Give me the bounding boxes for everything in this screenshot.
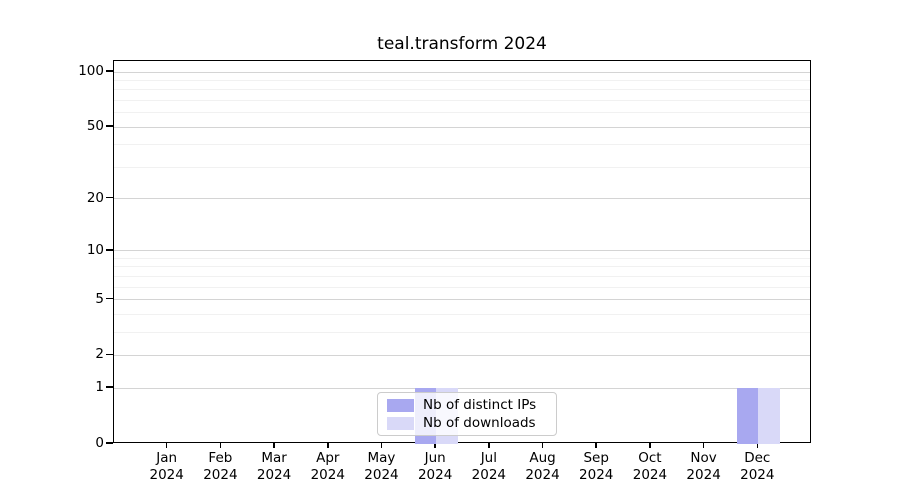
gridline-minor (114, 257, 810, 259)
x-tick-mark (756, 443, 759, 448)
y-tick-mark (106, 353, 113, 356)
y-tick-mark (106, 70, 113, 72)
gridline-major (114, 126, 810, 128)
legend-item: Nb of distinct IPs (387, 397, 547, 413)
y-tick-label: 0 (95, 435, 104, 451)
x-tick-label: Jan 2024 (149, 450, 184, 483)
x-tick-mark (380, 443, 383, 448)
x-tick-label: Aug 2024 (525, 450, 560, 483)
gridline-major (114, 354, 810, 356)
y-tick-label: 50 (86, 118, 104, 135)
y-tick-label: 100 (78, 63, 104, 80)
y-tick-mark (106, 386, 113, 388)
gridline-minor (114, 266, 810, 268)
x-tick-label: Jul 2024 (471, 450, 507, 483)
legend-swatch-distinct-ips (387, 398, 414, 412)
gridline-minor (114, 144, 810, 146)
x-tick-label: Feb 2024 (203, 450, 238, 483)
x-tick-label: Dec 2024 (740, 450, 775, 483)
x-tick-mark (327, 443, 329, 448)
gridline-minor (114, 313, 810, 315)
gridline-minor (114, 166, 810, 168)
y-tick-label: 10 (86, 241, 104, 258)
gridline-minor (114, 275, 810, 277)
gridline-major (114, 387, 810, 389)
x-tick-label: Mar 2024 (256, 450, 292, 483)
y-tick-mark (106, 125, 113, 127)
y-tick-mark (106, 297, 113, 300)
chart-title: teal.transform 2024 (377, 34, 547, 54)
legend: Nb of distinct IPs Nb of downloads (377, 392, 557, 436)
x-tick-mark (434, 443, 436, 448)
bar-downloads (758, 388, 780, 444)
gridline-minor (114, 89, 810, 91)
x-tick-mark (488, 443, 490, 448)
x-tick-label: Sep 2024 (579, 450, 614, 483)
y-tick-label: 2 (95, 346, 104, 363)
legend-label-distinct-ips: Nb of distinct IPs (423, 397, 537, 413)
x-tick-label: Jun 2024 (417, 450, 453, 483)
y-tick-mark (106, 442, 113, 444)
x-tick-mark (219, 443, 222, 448)
x-tick-mark (273, 443, 275, 448)
bar-distinct-ips (736, 388, 759, 444)
y-tick-label: 20 (86, 189, 104, 206)
x-tick-mark (595, 443, 597, 448)
gridline-minor (114, 80, 810, 82)
gridline-minor (114, 331, 810, 333)
x-tick-label: Nov 2024 (686, 450, 721, 483)
y-tick-label: 1 (95, 379, 104, 396)
y-tick-label: 5 (95, 290, 104, 307)
gridline-minor (114, 286, 810, 288)
x-tick-mark (649, 443, 651, 448)
legend-swatch-downloads (387, 416, 414, 430)
x-tick-mark (541, 443, 544, 448)
gridline-major (114, 299, 810, 301)
plot-area (113, 60, 811, 444)
x-tick-label: May 2024 (364, 450, 399, 483)
legend-label-downloads: Nb of downloads (423, 415, 536, 431)
gridline-minor (114, 112, 810, 114)
y-tick-mark (106, 249, 113, 251)
gridline-major (114, 250, 810, 252)
y-tick-mark (106, 196, 113, 199)
gridline-major (114, 198, 810, 200)
gridline-major (114, 71, 810, 73)
legend-item: Nb of downloads (387, 415, 547, 431)
x-tick-label: Apr 2024 (310, 450, 345, 483)
x-tick-mark (165, 443, 168, 448)
gridline-minor (114, 100, 810, 102)
x-tick-label: Oct 2024 (632, 450, 668, 483)
x-tick-mark (702, 443, 705, 448)
